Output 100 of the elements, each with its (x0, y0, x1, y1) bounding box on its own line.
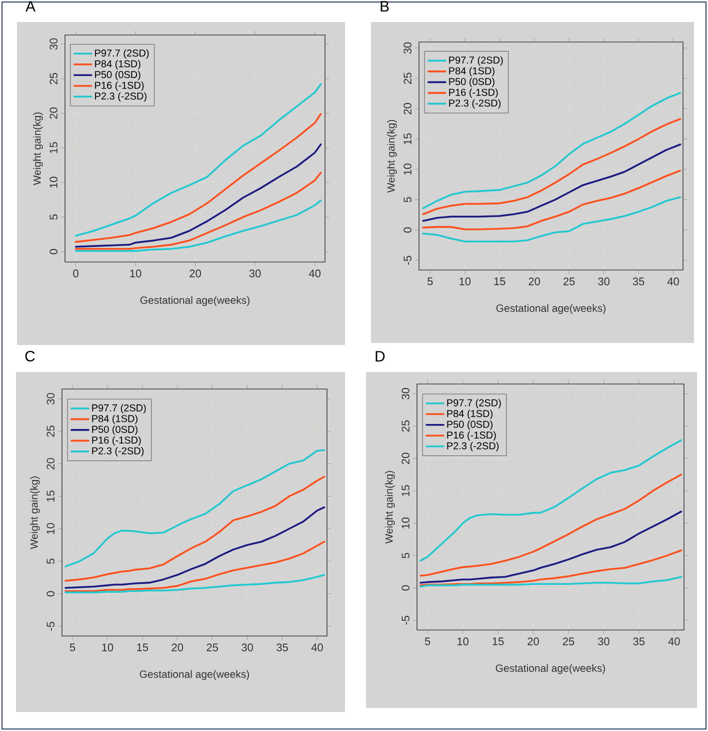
x-tick-label: 30 (598, 278, 610, 286)
x-tick-label: 10 (458, 638, 468, 646)
x-tick-label: 15 (494, 278, 506, 286)
line-series (422, 170, 682, 230)
legend-label: P2.3 (-2SD) (92, 447, 144, 456)
line-series (74, 143, 322, 248)
legend-label: P50 (0SD) (449, 78, 494, 88)
x-tick-label: 30 (242, 644, 253, 652)
y-tick-label: 0 (404, 227, 412, 233)
x-tick-label: 25 (563, 278, 575, 286)
chart-title: D (376, 351, 385, 362)
line-series (420, 439, 682, 562)
y-tick-label: 25 (402, 420, 410, 432)
x-tick-label: 25 (562, 638, 574, 646)
x-tick-label: 40 (668, 638, 680, 646)
y-tick-label: 0 (46, 591, 54, 596)
y-tick-label: 10 (402, 518, 410, 528)
y-tick-label: 15 (50, 142, 58, 154)
legend-label: P97.7 (2SD) (449, 56, 503, 66)
legend-label: P97.7 (2SD) (447, 399, 501, 408)
x-tick-label: 35 (633, 638, 645, 646)
chart-title: B (380, 1, 389, 12)
y-tick-label: 5 (46, 558, 54, 564)
legend-label: P50 (0SD) (95, 70, 140, 80)
x-axis-title: Gestational age(weeks) (496, 304, 606, 314)
x-tick-label: 40 (308, 270, 321, 278)
x-tick-label: 40 (667, 278, 679, 286)
y-tick-label: 30 (402, 388, 410, 400)
y-tick-label: 20 (402, 452, 410, 464)
line-series (420, 510, 682, 584)
y-tick-label: 0 (50, 249, 58, 254)
line-series (74, 83, 322, 237)
y-tick-label: 25 (50, 72, 58, 84)
legend-label: P2.3 (-2SD) (449, 99, 501, 109)
x-tick-label: 15 (492, 638, 504, 646)
x-tick-label: 20 (190, 270, 201, 278)
y-tick-label: 10 (46, 523, 54, 534)
y-tick-label: -5 (46, 622, 54, 631)
y-tick-label: 25 (46, 426, 54, 437)
line-series (74, 112, 322, 243)
x-tick-label: 30 (249, 270, 261, 278)
line-series (64, 506, 326, 589)
y-axis-title: Weight gain(kg) (33, 112, 43, 186)
legend-label: P84 (1SD) (95, 60, 140, 70)
legend-label: P97.7 (2SD) (95, 49, 149, 59)
x-tick-label: 30 (598, 638, 610, 646)
y-axis-title: Weight gain(kg) (385, 471, 395, 544)
x-axis-title: Gestational age(weeks) (496, 664, 605, 674)
x-tick-label: 35 (632, 278, 644, 286)
y-tick-label: -5 (402, 616, 410, 625)
legend-label: P2.3 (-2SD) (447, 442, 499, 452)
x-tick-label: 25 (206, 644, 218, 652)
legend-label: P16 (-1SD) (447, 431, 496, 441)
y-tick-label: 20 (50, 108, 58, 119)
legend-label: P84 (1SD) (447, 410, 492, 420)
line-series (64, 449, 326, 568)
x-axis-title: Gestational age(weeks) (140, 670, 249, 680)
legend-label: P84 (1SD) (449, 67, 494, 76)
y-tick-label: 30 (50, 38, 58, 50)
x-tick-label: 5 (427, 278, 433, 286)
y-tick-label: 25 (404, 72, 412, 84)
x-tick-label: 5 (424, 638, 430, 646)
legend-label: P50 (0SD) (92, 426, 138, 435)
x-tick-label: 20 (528, 278, 540, 286)
y-axis-title: Weight gain(kg) (30, 476, 40, 550)
x-tick-label: 10 (460, 278, 471, 286)
chart-title: C (25, 350, 35, 362)
x-tick-label: 20 (172, 644, 184, 652)
y-tick-label: 5 (50, 214, 58, 220)
y-tick-label: 15 (404, 133, 412, 144)
y-tick-label: -5 (404, 256, 412, 265)
legend-label: P16 (-1SD) (95, 82, 144, 91)
chart-title: A (26, 1, 36, 12)
x-tick-label: 15 (137, 644, 148, 652)
y-tick-label: 15 (46, 490, 54, 502)
y-tick-label: 5 (404, 197, 412, 202)
legend-label: P16 (-1SD) (92, 436, 141, 446)
x-tick-label: 20 (528, 638, 539, 646)
y-tick-label: 20 (46, 458, 54, 470)
y-tick-label: 15 (402, 485, 410, 496)
line-series (64, 476, 326, 582)
y-tick-label: 0 (402, 585, 410, 591)
legend-label: P97.7 (2SD) (92, 404, 146, 414)
x-tick-label: 5 (70, 644, 76, 652)
x-tick-label: 40 (311, 644, 323, 652)
x-axis-title: Gestational age(weeks) (140, 296, 250, 306)
x-tick-label: 10 (102, 644, 114, 652)
legend-label: P50 (0SD) (447, 420, 492, 430)
y-tick-label: 20 (404, 103, 412, 114)
y-axis-title: Weight gain(kg) (387, 120, 397, 193)
y-tick-label: 10 (50, 176, 58, 188)
y-tick-label: 30 (46, 393, 54, 404)
y-tick-label: 30 (404, 42, 412, 54)
x-tick-label: 10 (130, 270, 142, 278)
legend-label: P16 (-1SD) (449, 88, 498, 98)
x-tick-label: 0 (73, 270, 78, 278)
line-series (422, 118, 682, 216)
legend-label: P2.3 (-2SD) (95, 92, 146, 102)
y-tick-label: 10 (404, 164, 412, 175)
y-tick-label: 5 (402, 552, 410, 558)
